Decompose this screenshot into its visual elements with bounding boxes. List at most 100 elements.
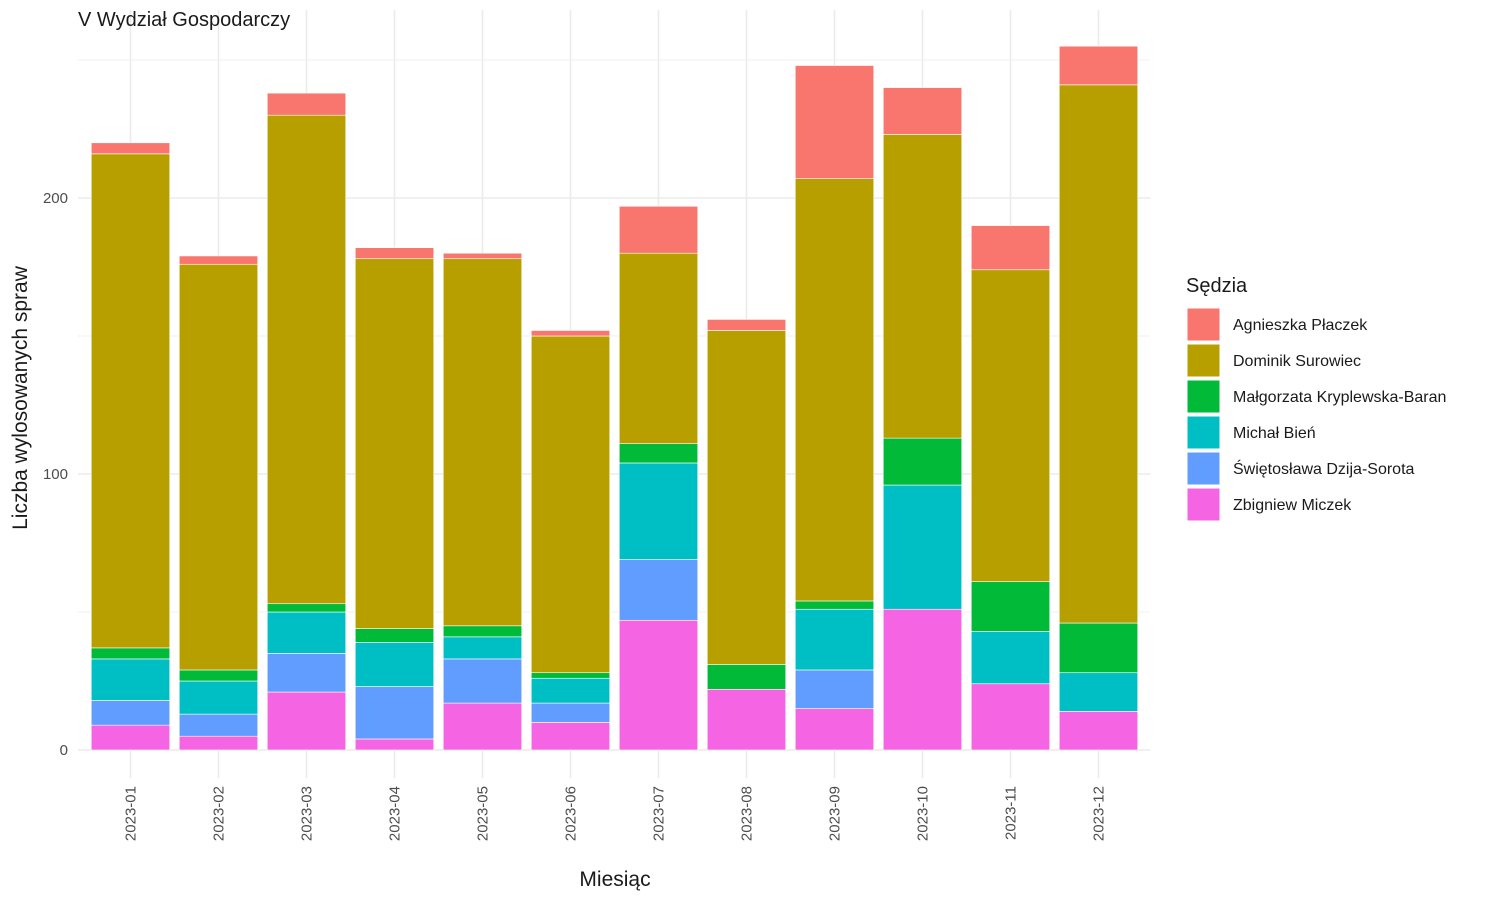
x-tick-label: 2023-02 [211,786,228,841]
x-tick-label: 2023-10 [915,786,932,841]
x-tick-label: 2023-09 [827,786,844,841]
bar-segment [882,608,963,751]
bar-segment [882,484,963,610]
x-tick-label: 2023-11 [1003,786,1020,840]
bar-segment [794,65,875,179]
legend-key [1186,415,1221,450]
bar-segment [882,87,963,135]
bar-segment [706,330,787,665]
bar-segment [618,443,699,464]
bar-segment [266,653,347,693]
bar-segment [794,600,875,610]
y-axis-ticks: 0 100 200 [43,190,68,759]
x-tick-label: 2023-04 [387,786,404,841]
legend-label: Świętosława Dzija-Sorota [1233,459,1415,478]
bar-segment [354,642,435,687]
bar-segment [1058,84,1139,624]
bar-segment [970,269,1051,582]
bar-segment [442,625,523,638]
bar-segment [530,722,611,751]
y-tick-label: 100 [43,466,68,483]
legend-key [1186,451,1221,486]
bar-segment [794,708,875,751]
bar-segment [178,669,259,682]
bar-segment [882,134,963,439]
legend: Sędzia Agnieszka Płaczek Dominik Surowiec… [1186,275,1446,522]
bar-segment [354,686,435,740]
bar-segment [970,225,1051,271]
bar-segment [266,603,347,613]
bar-segment [178,263,259,671]
bar-segment [1058,45,1139,86]
bar-segment [618,462,699,560]
bar-segment [266,611,347,654]
x-axis-ticks: 2023-01 2023-02 2023-03 2023-04 2023-05 2023-… [123,786,1108,841]
legend-label: Zbigniew Miczek [1233,497,1352,514]
bar-segment [794,669,875,709]
bar-segment [178,680,259,715]
bar-segment [1058,622,1139,674]
bar-segment [706,664,787,690]
x-tick-label: 2023-06 [563,786,580,841]
y-axis-title: Liczba wylosowanych spraw [9,265,32,530]
x-tick-label: 2023-08 [739,786,756,841]
legend-title: Sędzia [1186,275,1248,297]
bar-segment [1058,711,1139,751]
bar-segment [354,258,435,629]
bar-segment [706,688,787,751]
bar-segment [618,252,699,444]
bar-segment [178,713,259,737]
bar-segment [442,252,523,260]
x-tick-label: 2023-01 [123,786,140,841]
bar-segment [442,658,523,704]
bar-segment [530,335,611,674]
bar-segment [706,319,787,331]
legend-label: Dominik Surowiec [1233,353,1361,370]
legend-key [1186,487,1221,522]
bar-segment [90,142,171,155]
bar-segment [354,628,435,643]
bar-segment [354,738,435,751]
bar-segment [530,702,611,723]
bar-segment [530,672,611,679]
bar-segment [178,735,259,751]
bar-segment [442,636,523,660]
bar-segment [442,702,523,751]
bar-segment [90,658,171,701]
bar-segment [178,255,259,265]
bar-segment [266,92,347,116]
bar-segment [266,691,347,751]
legend-key [1186,379,1221,414]
bar-segment [442,258,523,627]
bar-segment [266,114,347,605]
y-tick-label: 200 [43,190,68,207]
bar-segment [882,437,963,486]
bar-segment [354,247,435,260]
bar-segment [794,178,875,602]
legend-label: Małgorzata Kryplewska-Baran [1233,389,1446,406]
chart-title: V Wydział Gospodarczy [78,9,290,31]
bar-segment [794,608,875,671]
bar-segment [618,559,699,621]
x-tick-label: 2023-12 [1091,786,1108,841]
bar-segment [970,631,1051,685]
bar-segment [970,581,1051,632]
bar-segment [90,700,171,726]
bar-segment [618,619,699,751]
bar-segment [90,724,171,751]
legend-key [1186,343,1221,378]
legend-key [1186,307,1221,342]
bar-segment [618,205,699,254]
bar-segment [90,153,171,649]
x-tick-label: 2023-05 [475,786,492,841]
bar-segment [970,683,1051,751]
legend-label: Michał Bień [1233,425,1316,442]
legend-label: Agnieszka Płaczek [1233,317,1368,334]
bar-segment [530,330,611,337]
bar-segment [530,677,611,704]
bars-layer [90,45,1139,751]
x-axis-title: Miesiąc [579,868,650,891]
x-tick-label: 2023-07 [651,786,668,841]
y-tick-label: 0 [60,742,68,759]
